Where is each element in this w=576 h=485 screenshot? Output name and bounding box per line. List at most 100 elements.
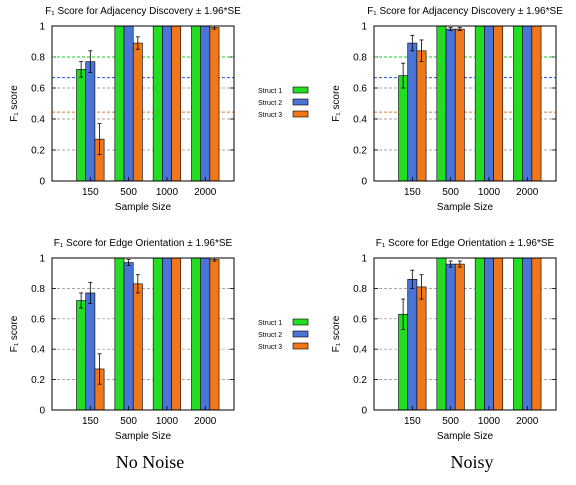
bar-struct-1-150 <box>76 300 87 410</box>
bar-struct-2-2000 <box>200 258 211 410</box>
x-tick-label: 500 <box>120 416 137 427</box>
bar-struct-1-2000 <box>191 26 201 181</box>
panels: F₁ Score for Adjacency Discovery ± 1.96*… <box>9 6 563 442</box>
x-tick-label: 150 <box>82 187 99 198</box>
bar-struct-2-1000 <box>162 26 172 181</box>
legend-swatch <box>292 86 309 94</box>
legend-label: Struct 3 <box>258 112 282 119</box>
bar-struct-1-1000 <box>152 26 163 181</box>
chart-adjacency-noisy: F₁ Score for Adjacency Discovery ± 1.96*… <box>331 6 563 213</box>
x-axis-label: Sample Size <box>115 202 172 213</box>
bar-struct-3-2000 <box>531 258 542 410</box>
bar-struct-3-500 <box>454 263 465 410</box>
x-axis-label: Sample Size <box>437 202 494 213</box>
y-axis-label: F₁ score <box>331 315 342 352</box>
bar-struct-2-1000 <box>484 258 494 410</box>
y-tick-label: 0.4 <box>31 345 45 356</box>
y-axis-label: F₁ score <box>9 315 20 352</box>
bar-struct-2-150 <box>407 42 418 181</box>
x-tick-label: 150 <box>404 187 421 198</box>
legend-swatch <box>292 98 309 106</box>
bar-struct-2-150 <box>85 61 96 181</box>
bar-struct-3-1000 <box>171 258 182 410</box>
bars <box>76 26 220 181</box>
bar-struct-1-500 <box>114 258 125 410</box>
legend-swatch <box>292 318 309 326</box>
bar-struct-3-1000 <box>171 26 182 181</box>
x-tick-label: 2000 <box>194 416 217 427</box>
bar-struct-3-500 <box>132 42 143 181</box>
bar-struct-2-2000 <box>522 258 533 410</box>
y-tick-label: 0.8 <box>31 284 45 295</box>
bar-struct-1-2000 <box>513 26 523 181</box>
chart-title: F₁ Score for Edge Orientation ± 1.96*SE <box>54 238 233 249</box>
y-tick-label: 0.6 <box>31 84 45 95</box>
y-tick-label: 0.2 <box>31 375 45 386</box>
bar-struct-3-1000 <box>493 258 504 410</box>
y-tick-label: 0 <box>361 406 367 417</box>
bars <box>76 258 220 410</box>
y-tick-label: 0.4 <box>31 115 45 126</box>
bar-struct-2-500 <box>445 263 456 410</box>
bar-struct-2-500 <box>123 262 134 410</box>
y-tick-label: 0.4 <box>353 115 367 126</box>
bar-struct-1-2000 <box>513 258 523 410</box>
x-tick-label: 2000 <box>194 187 217 198</box>
bar-struct-1-150 <box>398 75 409 181</box>
y-axis-label: F₁ score <box>9 85 20 122</box>
x-tick-label: 500 <box>120 187 137 198</box>
chart-orientation-no-noise: F₁ Score for Edge Orientation ± 1.96*SE S… <box>9 238 235 442</box>
y-tick-label: 0.8 <box>353 53 367 64</box>
y-tick-label: 0.4 <box>353 345 367 356</box>
bar-struct-2-500 <box>123 26 134 181</box>
bar-struct-3-150 <box>416 50 427 181</box>
chart-title: F₁ Score for Adjacency Discovery ± 1.96*… <box>367 6 563 17</box>
bar-struct-3-2000 <box>209 259 220 410</box>
y-tick-label: 0.8 <box>31 53 45 64</box>
legend-bottom: Struct 1 Struct 2 Struct 3 <box>258 318 309 351</box>
plot-frame <box>373 25 557 182</box>
y-tick-label: 0.2 <box>31 146 45 157</box>
chart-adjacency-no-noise: F₁ Score for Adjacency Discovery ± 1.96*… <box>9 6 241 213</box>
y-axis-label: F₁ score <box>331 85 342 122</box>
bar-struct-2-2000 <box>522 26 533 181</box>
y-tick-label: 0.6 <box>31 314 45 325</box>
y-tick-label: 0.6 <box>353 84 367 95</box>
y-tick-label: 0 <box>39 406 45 417</box>
bar-struct-1-2000 <box>191 258 201 410</box>
x-axis-label: Sample Size <box>437 431 494 442</box>
y-tick-label: 1 <box>39 22 45 33</box>
bar-struct-3-500 <box>132 283 143 410</box>
legend-label: Struct 1 <box>258 88 282 95</box>
bars <box>398 26 542 181</box>
x-axis-label: Sample Size <box>115 431 172 442</box>
legend-swatch <box>292 330 309 338</box>
bar-struct-3-150 <box>416 286 427 410</box>
caption-noisy: Noisy <box>450 452 494 472</box>
y-tick-label: 1 <box>361 254 367 265</box>
bar-struct-2-1000 <box>162 258 172 410</box>
bar-struct-2-2000 <box>200 26 211 181</box>
bar-struct-2-150 <box>407 278 418 410</box>
x-tick-label: 1000 <box>156 187 179 198</box>
x-tick-label: 150 <box>404 416 421 427</box>
bar-struct-1-1000 <box>152 258 163 410</box>
x-tick-label: 1000 <box>156 416 179 427</box>
bar-struct-3-2000 <box>209 27 220 181</box>
x-tick-label: 150 <box>82 416 99 427</box>
plot-frame <box>51 257 235 411</box>
y-tick-label: 0.2 <box>353 375 367 386</box>
x-tick-label: 500 <box>442 416 459 427</box>
legend-swatch <box>292 110 309 118</box>
y-tick-label: 0.8 <box>353 284 367 295</box>
bar-struct-3-2000 <box>531 26 542 181</box>
y-tick-label: 1 <box>39 254 45 265</box>
bar-struct-1-500 <box>114 26 125 181</box>
bar-struct-2-150 <box>85 292 96 410</box>
bar-struct-1-1000 <box>474 258 485 410</box>
chart-title: F₁ Score for Adjacency Discovery ± 1.96*… <box>45 6 241 17</box>
y-tick-label: 0 <box>39 177 45 188</box>
chart-title: F₁ Score for Edge Orientation ± 1.96*SE <box>376 238 555 249</box>
bar-struct-1-150 <box>76 69 87 181</box>
